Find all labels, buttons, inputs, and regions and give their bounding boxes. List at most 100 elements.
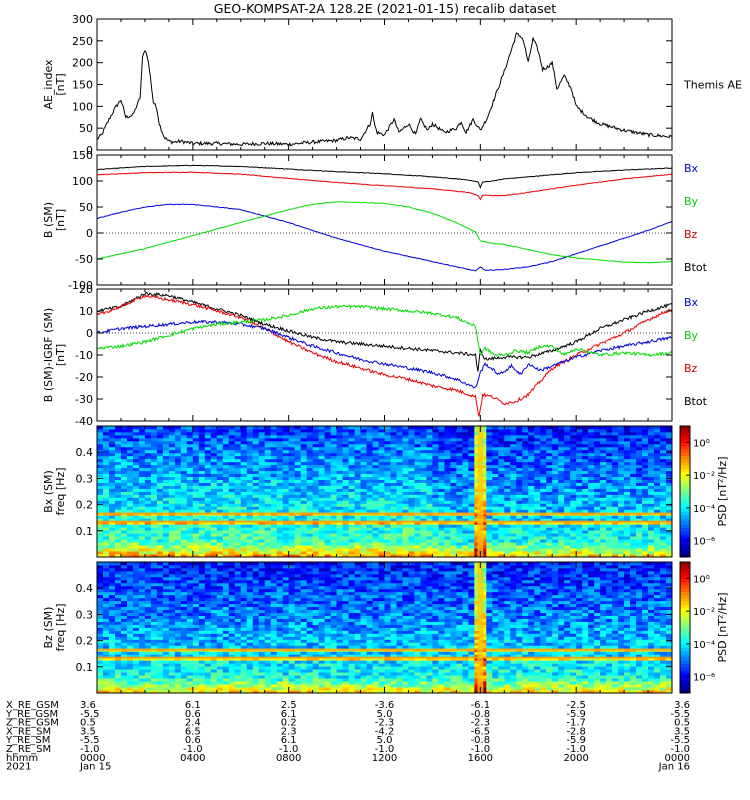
- ephemeris-value: -5.9: [566, 735, 586, 746]
- colorbar-segment: [680, 432, 690, 437]
- colorbar-label: PSD [nT²/Hz]: [716, 456, 729, 526]
- ephemeris-value: -0.8: [471, 709, 491, 720]
- colorbar-segment: [680, 578, 690, 583]
- ephemeris-value: 0400: [180, 753, 205, 764]
- colorbar-segment: [680, 565, 690, 570]
- y-tick-label: -10: [75, 349, 93, 362]
- ephemeris-row-label: X_RE_SM: [6, 726, 51, 737]
- colorbar-segment: [680, 640, 690, 645]
- colorbar-segment: [680, 611, 690, 615]
- colorbar-segment: [680, 604, 690, 609]
- y-tick-label: 20: [79, 283, 93, 296]
- ephemeris-value: 5.0: [377, 709, 393, 720]
- y-tick-label: 150: [72, 79, 93, 92]
- ephemeris-value: -5.5: [80, 735, 100, 746]
- colorbar-segment: [680, 653, 690, 658]
- legend-label: By: [684, 195, 699, 208]
- colorbar-segment: [680, 501, 690, 506]
- ephemeris-value: 6.1: [281, 735, 297, 746]
- series-by: [96, 201, 673, 264]
- ephemeris-row-label: hhmm: [6, 753, 38, 764]
- ephemeris-value: -2.8: [566, 726, 586, 737]
- ephemeris-value: -5.5: [80, 709, 100, 720]
- series-line: [96, 32, 673, 147]
- colorbar-segment: [680, 689, 690, 694]
- colorbar-segment: [680, 455, 690, 460]
- y-tick-label: 50: [79, 122, 93, 135]
- colorbar-frame: [679, 425, 691, 558]
- legend-label: Btot: [684, 395, 708, 408]
- series-btot: [97, 164, 673, 189]
- colorbar-segment: [680, 643, 690, 648]
- legend-label: Bz: [684, 362, 698, 375]
- ephemeris-value: 0000: [665, 753, 690, 764]
- y-tick-label: -100: [68, 279, 93, 292]
- y-tick-label: 250: [72, 35, 93, 48]
- y-axis-label: Bx (SM): [42, 470, 55, 513]
- colorbar-segment: [680, 562, 690, 566]
- ephemeris-value: -1.0: [279, 744, 299, 755]
- colorbar-segment: [680, 511, 690, 515]
- series-bx: [96, 203, 672, 272]
- colorbar-segment: [680, 571, 690, 576]
- colorbar-tick-label: 10⁻⁶: [693, 537, 715, 548]
- colorbar-segment: [680, 439, 690, 443]
- colorbar-segment: [680, 575, 690, 579]
- colorbar-tick-label: 10⁻⁶: [693, 673, 715, 684]
- ephemeris-row-label: Z_RE_SM: [6, 744, 51, 755]
- y-axis-label: [nT]: [54, 73, 67, 95]
- ephemeris-table: X_RE_GSMY_RE_GSMZ_RE_GSMX_RE_SMY_RE_SMZ_…: [5, 700, 690, 773]
- y-axis-label: Bz (SM): [42, 607, 55, 649]
- colorbar-segment: [680, 435, 690, 440]
- colorbar-segment: [680, 624, 690, 628]
- ephemeris-value: 6.5: [185, 726, 201, 737]
- ephemeris-value: Jan 15: [79, 762, 111, 773]
- colorbar-segment: [680, 448, 690, 453]
- colorbar-segment: [680, 524, 690, 529]
- colorbar-segment: [680, 620, 690, 625]
- y-tick-label: 0.4: [76, 446, 94, 459]
- ephemeris-value: -5.5: [670, 735, 690, 746]
- ephemeris-value: -1.0: [471, 744, 491, 755]
- y-axis-label: AE_index: [42, 59, 55, 110]
- colorbar-segment: [680, 630, 690, 635]
- ephemeris-value: 2000: [563, 753, 588, 764]
- ephemeris-value: 3.6: [80, 700, 96, 711]
- y-axis-label: freq [Hz]: [54, 603, 67, 651]
- colorbar-segment: [680, 475, 690, 479]
- ephemeris-value: 0.5: [80, 718, 96, 729]
- ephemeris-row-label: Y_RE_SM: [5, 735, 50, 746]
- colorbar-segment: [680, 686, 690, 691]
- legend-label: Btot: [684, 261, 708, 274]
- colorbar-segment: [680, 607, 690, 612]
- colorbar-label: PSD [nT²/Hz]: [716, 592, 729, 662]
- ephemeris-value: -5.5: [670, 709, 690, 720]
- colorbar-segment: [680, 617, 690, 622]
- y-axis-label: freq [Hz]: [54, 467, 67, 515]
- colorbar-segment: [680, 478, 690, 483]
- ephemeris-value: 0.2: [281, 718, 297, 729]
- spectrogram: [97, 562, 672, 693]
- ephemeris-value: 2.3: [281, 726, 297, 737]
- y-tick-label: 10: [79, 305, 93, 318]
- y-tick-label: 100: [72, 100, 93, 113]
- colorbar-segment: [680, 660, 690, 665]
- ephemeris-value: -1.0: [375, 744, 395, 755]
- ephemeris-value: Jan 16: [658, 762, 690, 773]
- y-tick-label: 0.3: [76, 472, 94, 485]
- colorbar-segment: [680, 637, 690, 642]
- ephemeris-value: -2.5: [566, 700, 586, 711]
- ephemeris-value: 0800: [276, 753, 301, 764]
- ephemeris-value: 3.6: [674, 700, 690, 711]
- colorbar-segment: [680, 534, 690, 538]
- spectrogram: [97, 426, 672, 557]
- ephemeris-value: 2.4: [185, 718, 201, 729]
- ephemeris-value: -1.7: [566, 718, 586, 729]
- y-tick-label: -30: [75, 393, 93, 406]
- colorbar-segment: [680, 550, 690, 555]
- panel-bz_spec: 0.1 0.2 0.3 0.4 Bz (SM) freq [Hz] 10⁰ 10⁻² 10⁻⁴ 1…: [42, 561, 729, 694]
- panel-b_sm: -100 -50 0 50 100 150 B (SM) [nT] Bx By Bz Btot: [42, 149, 708, 292]
- colorbar-tick-label: 10⁻⁴: [693, 504, 715, 515]
- y-tick-label: -40: [75, 415, 93, 428]
- colorbar-segment: [680, 517, 690, 522]
